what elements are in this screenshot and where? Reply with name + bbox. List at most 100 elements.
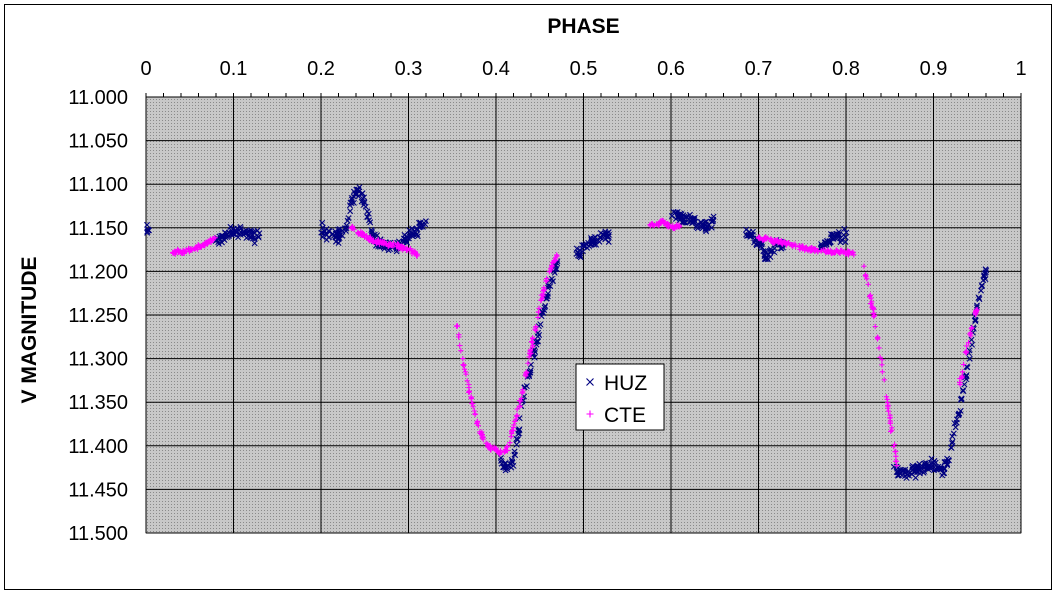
data-point-huz	[364, 208, 371, 215]
data-point-huz	[826, 240, 833, 247]
legend-marker-cte	[586, 410, 594, 418]
data-point-huz	[948, 444, 955, 451]
data-point-huz	[144, 221, 151, 228]
data-point-huz	[237, 223, 244, 230]
data-point-cte	[973, 310, 979, 316]
data-point-huz	[344, 217, 351, 224]
data-point-huz	[322, 230, 329, 237]
data-point-cte	[528, 338, 535, 345]
data-point-huz	[366, 217, 373, 224]
data-point-huz	[573, 245, 580, 252]
data-point-cte	[406, 247, 412, 253]
data-point-cte	[812, 248, 818, 254]
data-point-cte	[792, 241, 798, 247]
data-point-cte	[885, 402, 891, 408]
data-point-huz	[758, 244, 765, 251]
data-point-huz	[242, 230, 249, 237]
data-point-cte	[532, 325, 538, 331]
legend: HUZ CTE	[575, 363, 665, 431]
data-point-huz	[553, 265, 560, 272]
data-point-cte	[201, 243, 207, 249]
data-point-huz	[958, 396, 965, 403]
data-point-cte	[782, 239, 788, 246]
data-point-cte	[963, 348, 970, 354]
data-point-cte	[351, 226, 357, 232]
data-point-huz	[411, 232, 418, 238]
data-point-huz	[931, 457, 938, 464]
data-point-huz	[537, 321, 544, 328]
data-point-cte	[883, 394, 890, 400]
data-point-cte	[960, 361, 967, 368]
data-point-huz	[944, 461, 951, 468]
x-axis-title: PHASE	[547, 15, 619, 38]
legend-label-cte: CTE	[604, 404, 646, 427]
data-point-huz	[409, 226, 416, 233]
y-tick-labels: 11.000 11.050 11.100 11.150 11.200 11.250 11.3…	[68, 87, 128, 545]
data-point-huz	[502, 465, 509, 472]
data-point-huz	[757, 240, 764, 247]
data-point-cte	[655, 221, 662, 227]
data-point-cte	[964, 343, 970, 349]
data-point-cte	[527, 348, 533, 354]
data-point-huz	[364, 214, 371, 221]
data-point-huz	[950, 430, 957, 437]
data-point-cte	[526, 354, 532, 360]
data-point-cte	[516, 404, 523, 410]
data-point-huz	[513, 441, 520, 448]
x-tick-labels: 0 0.1 0.2 0.3 0.4 0.5 0.6 0.7 0.8 0.9 1	[140, 58, 1026, 80]
data-point-cte	[471, 408, 478, 414]
data-point-huz	[605, 238, 612, 245]
data-point-huz	[895, 472, 902, 479]
data-point-cte	[367, 236, 374, 242]
data-point-huz	[319, 224, 326, 231]
data-point-cte	[172, 248, 178, 254]
data-point-huz	[704, 223, 711, 230]
data-point-cte	[674, 222, 680, 228]
y-axis-title: V MAGNITUDE	[18, 257, 41, 404]
data-point-huz	[842, 239, 849, 245]
data-marks	[144, 184, 990, 481]
data-point-huz	[577, 254, 584, 261]
data-point-cte	[774, 238, 780, 244]
data-point-cte	[487, 447, 494, 453]
data-point-huz	[924, 460, 931, 467]
data-point-cte	[461, 362, 467, 369]
data-point-cte	[865, 281, 871, 287]
data-point-huz	[906, 472, 913, 479]
data-point-huz	[841, 225, 848, 232]
legend-label-huz: HUZ	[604, 372, 647, 395]
data-point-cte	[670, 225, 676, 232]
data-point-cte	[485, 444, 491, 450]
data-point-huz	[978, 282, 985, 289]
data-point-huz	[670, 208, 677, 215]
data-point-huz	[935, 463, 942, 470]
data-point-huz	[976, 296, 983, 303]
data-point-huz	[342, 227, 349, 234]
data-point-huz	[254, 227, 261, 234]
data-point-cte	[391, 240, 397, 246]
data-point-huz	[771, 249, 778, 256]
x-tick-label: 0.9	[920, 58, 948, 80]
data-point-cte	[870, 306, 877, 312]
data-point-huz	[981, 272, 988, 279]
x-tick-label: 0.3	[395, 58, 423, 80]
data-point-huz	[355, 188, 362, 195]
x-tick-label: 1	[1015, 58, 1026, 80]
data-point-huz	[230, 231, 237, 238]
data-point-cte	[867, 292, 873, 298]
data-point-cte	[864, 276, 870, 282]
data-point-cte	[879, 357, 885, 363]
data-point-huz	[336, 235, 343, 242]
data-point-huz	[909, 464, 916, 471]
data-point-cte	[464, 378, 470, 384]
data-point-huz	[368, 227, 375, 234]
gridlines	[145, 96, 1022, 534]
y-tick-label: 11.450	[68, 479, 128, 501]
data-point-huz	[972, 316, 979, 323]
data-point-huz	[227, 223, 234, 230]
data-point-huz	[959, 387, 966, 394]
data-point-cte	[524, 370, 530, 376]
data-point-cte	[879, 369, 885, 375]
data-point-cte	[763, 236, 769, 242]
data-point-huz	[949, 440, 955, 447]
